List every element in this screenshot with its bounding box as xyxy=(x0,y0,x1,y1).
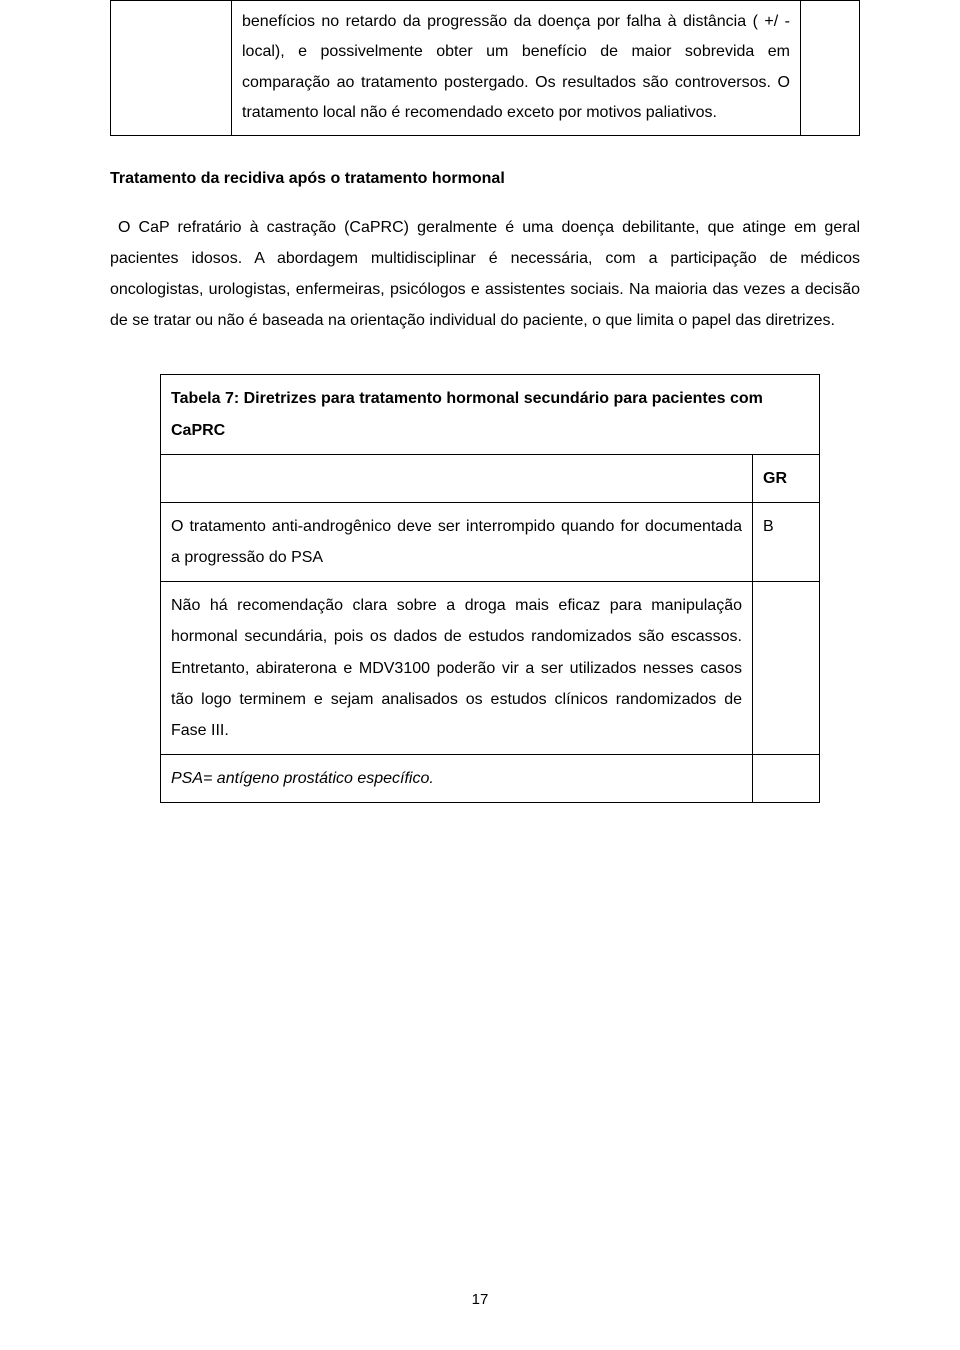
section-heading: Tratamento da recidiva após o tratamento… xyxy=(110,170,860,188)
table-7-row2-text: Não há recomendação clara sobre a droga … xyxy=(171,590,742,746)
table-7: Tabela 7: Diretrizes para tratamento hor… xyxy=(160,374,820,803)
table-row: Não há recomendação clara sobre a droga … xyxy=(161,582,820,755)
table-row: Tabela 7: Diretrizes para tratamento hor… xyxy=(161,375,820,454)
table-cell-right-empty xyxy=(801,1,860,136)
table-7-footnote: PSA= antígeno prostático específico. xyxy=(171,770,434,787)
table-7-title: Tabela 7: Diretrizes para tratamento hor… xyxy=(171,390,763,438)
table-continuation: benefícios no retardo da progressão da d… xyxy=(110,0,860,136)
table-7-footnote-cell: PSA= antígeno prostático específico. xyxy=(161,755,753,803)
table-7-title-cell: Tabela 7: Diretrizes para tratamento hor… xyxy=(161,375,820,454)
table-row: O tratamento anti-androgênico deve ser i… xyxy=(161,502,820,581)
table-7-row1-text-cell: O tratamento anti-androgênico deve ser i… xyxy=(161,502,753,581)
table-cell-text: benefícios no retardo da progressão da d… xyxy=(242,7,790,129)
table-7-gr-header: GR xyxy=(753,454,820,502)
table-row: benefícios no retardo da progressão da d… xyxy=(111,1,860,136)
page-number: 17 xyxy=(0,1291,960,1308)
table-7-empty-cell xyxy=(161,454,753,502)
table-row: GR xyxy=(161,454,820,502)
table-7-row1-text: O tratamento anti-androgênico deve ser i… xyxy=(171,511,742,573)
table-cell-main: benefícios no retardo da progressão da d… xyxy=(232,1,801,136)
table-7-row2-gr xyxy=(753,582,820,755)
table-cell-left-empty xyxy=(111,1,232,136)
gr-header-text: GR xyxy=(763,470,787,487)
table-7-row2-text-cell: Não há recomendação clara sobre a droga … xyxy=(161,582,753,755)
table-row: PSA= antígeno prostático específico. xyxy=(161,755,820,803)
body-paragraph: O CaP refratário à castração (CaPRC) ger… xyxy=(110,212,860,337)
table-7-footnote-gr xyxy=(753,755,820,803)
page: benefícios no retardo da progressão da d… xyxy=(0,0,960,1350)
table-7-row1-gr: B xyxy=(753,502,820,581)
